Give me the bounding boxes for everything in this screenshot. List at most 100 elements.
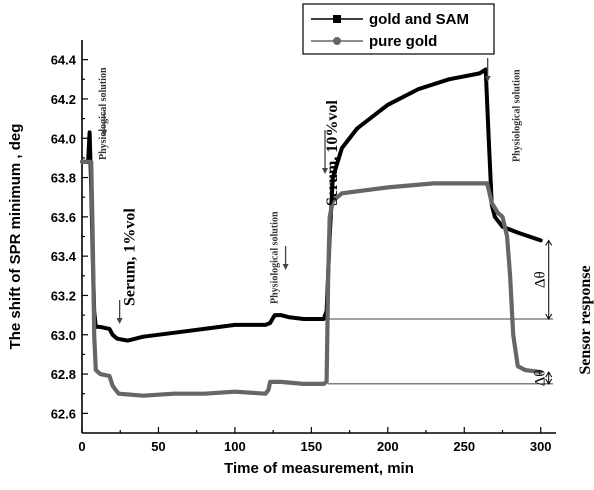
data-point — [326, 274, 330, 277]
legend-label: pure gold — [369, 33, 437, 50]
y-axis-title: The shift of SPR minimum , deg — [7, 124, 24, 350]
data-point — [508, 274, 512, 277]
data-point — [331, 176, 334, 179]
legend-label: gold and SAM — [369, 11, 469, 28]
data-point — [386, 186, 390, 189]
legend-marker — [333, 15, 341, 23]
data-point — [108, 374, 111, 378]
series-line-pure-gold — [79, 159, 543, 398]
plot-area: 0 50 100 150 200 250 300 62.6 62.8 63.0 63.2 63.4 63… — [7, 3, 594, 477]
annotation-label: Serum, 1%vol — [122, 208, 139, 306]
data-point — [111, 384, 114, 388]
data-point — [172, 331, 175, 334]
data-point — [279, 313, 282, 317]
annotation-label: Physiological solution — [512, 69, 523, 162]
y-tick-label: 63.2 — [51, 288, 76, 303]
data-point — [325, 380, 328, 384]
delta-label: Δθ — [533, 271, 549, 288]
data-point — [172, 392, 175, 395]
data-point — [141, 394, 145, 397]
data-point — [417, 87, 420, 91]
data-point — [447, 78, 451, 81]
y-tick-label: 62.6 — [51, 406, 76, 421]
data-point — [126, 339, 130, 342]
y-tick-label: 63.8 — [51, 171, 76, 186]
x-tick-label: 50 — [151, 439, 165, 454]
data-point — [539, 370, 542, 374]
y-tick-label: 63.6 — [51, 210, 76, 225]
arrow-head — [484, 76, 491, 82]
x-tick-label: 200 — [377, 439, 399, 454]
data-point — [505, 235, 509, 238]
data-point — [302, 317, 305, 321]
delta-arrowhead — [545, 378, 553, 385]
series-line-gold-and-sam — [80, 67, 543, 343]
x-tick-label: 300 — [530, 439, 552, 454]
y-tick-label: 64.4 — [51, 53, 77, 68]
delta-arrowhead — [545, 313, 553, 321]
y-tick-label: 64.0 — [51, 131, 76, 146]
data-point — [484, 68, 487, 71]
y-tick-label: 63.0 — [51, 328, 76, 343]
x-tick-label: 0 — [78, 439, 85, 454]
data-point — [233, 323, 237, 327]
x-axis-title: Time of measurement, min — [224, 460, 414, 477]
data-point — [264, 392, 267, 395]
data-point — [273, 313, 276, 317]
x-tick-label: 250 — [453, 439, 475, 454]
data-point — [331, 199, 334, 203]
data-point — [539, 239, 542, 242]
data-point — [99, 325, 102, 329]
data-point — [99, 372, 102, 376]
data-point — [511, 333, 515, 336]
data-point — [322, 382, 325, 386]
data-point — [340, 192, 344, 195]
data-point — [516, 364, 519, 368]
data-point — [496, 211, 500, 215]
data-point — [432, 182, 435, 185]
x-tick-label: 100 — [224, 439, 246, 454]
data-point — [328, 215, 331, 219]
data-point — [115, 337, 119, 340]
data-point — [485, 182, 489, 185]
data-point — [516, 231, 519, 234]
delta-label: Δθ — [533, 370, 549, 387]
data-point — [302, 382, 305, 386]
y-tick-label: 64.2 — [51, 92, 76, 107]
annotation-label: Serum, 10%vol — [324, 100, 341, 206]
y-tick-label: 62.8 — [51, 367, 76, 382]
data-point — [501, 215, 504, 219]
data-point — [356, 127, 359, 130]
data-point — [493, 215, 497, 219]
data-point — [203, 392, 206, 395]
data-point — [233, 390, 237, 393]
data-point — [93, 333, 96, 336]
x-tick-label: 150 — [301, 439, 323, 454]
data-point — [322, 317, 325, 321]
data-point — [114, 388, 117, 391]
arrow-head — [282, 264, 289, 270]
data-point — [478, 72, 481, 75]
data-point — [108, 327, 111, 331]
data-point — [117, 392, 120, 395]
annotation-label: Physiological solution — [270, 211, 281, 304]
arrow-head — [322, 168, 328, 174]
data-point — [91, 235, 94, 238]
data-point — [487, 137, 490, 140]
data-point — [386, 103, 390, 107]
data-point — [268, 321, 272, 325]
data-point — [111, 333, 114, 336]
sensor-response-label: Sensor response — [577, 265, 594, 374]
data-point — [267, 388, 270, 391]
data-point — [287, 315, 290, 319]
data-point — [264, 323, 267, 327]
delta-arrowhead — [545, 239, 553, 246]
y-tick-label: 63.4 — [51, 249, 77, 264]
data-point — [203, 327, 206, 331]
data-point — [89, 160, 93, 164]
legend-marker — [333, 37, 341, 45]
data-point — [80, 160, 84, 164]
legend-box — [302, 3, 495, 55]
data-point — [268, 380, 272, 384]
